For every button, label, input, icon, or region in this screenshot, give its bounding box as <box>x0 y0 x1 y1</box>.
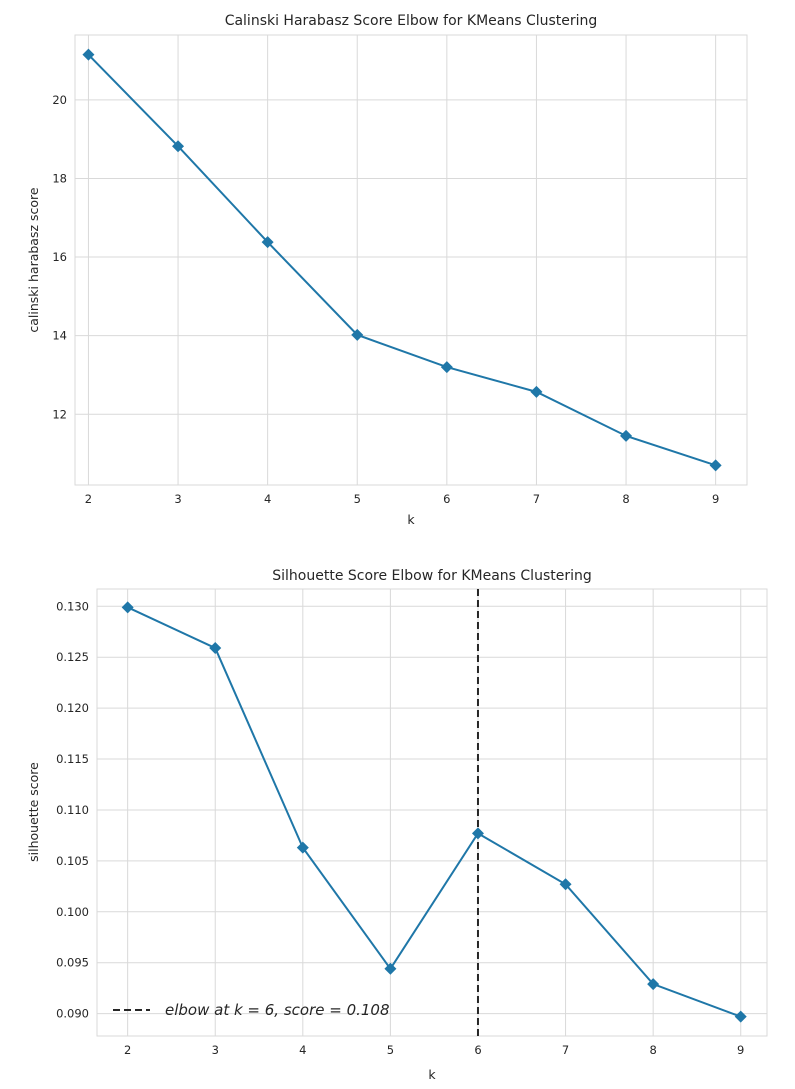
y-axis-label: silhouette score <box>26 762 41 862</box>
x-axis-label: k <box>428 1067 436 1082</box>
y-tick-label: 0.100 <box>56 905 89 919</box>
data-point <box>440 361 453 374</box>
data-point <box>296 841 309 854</box>
y-tick-label: 0.110 <box>56 803 89 817</box>
y-tick-label: 12 <box>52 407 67 421</box>
y-tick-label: 18 <box>52 171 67 185</box>
data-point <box>530 385 543 398</box>
data-point <box>209 642 222 655</box>
y-tick-label: 0.115 <box>56 752 89 766</box>
y-tick-label: 0.125 <box>56 650 89 664</box>
y-tick-label: 14 <box>52 329 67 343</box>
x-tick-label: 2 <box>85 492 92 506</box>
y-tick-label: 16 <box>52 250 67 264</box>
x-tick-label: 4 <box>299 1043 306 1057</box>
y-axis-label: calinski harabasz score <box>26 187 41 333</box>
x-tick-label: 8 <box>622 492 629 506</box>
x-tick-label: 6 <box>443 492 450 506</box>
gridlines <box>75 35 747 485</box>
y-tick-label: 20 <box>52 93 67 107</box>
x-tick-label: 9 <box>737 1043 744 1057</box>
data-point <box>172 140 185 153</box>
plot-area <box>74 34 748 486</box>
data-point <box>121 601 134 614</box>
silhouette-chart: 2 3 4 5 6 7 8 9 0.090 0.095 0.100 0.105 0.110 0.115 0.… <box>26 568 768 1082</box>
tick-labels: 2 3 4 5 6 7 8 9 12 14 16 18 20 <box>52 93 719 506</box>
score-line <box>127 606 742 1018</box>
x-tick-label: 2 <box>124 1043 131 1057</box>
x-tick-label: 3 <box>174 492 181 506</box>
x-tick-label: 8 <box>649 1043 656 1057</box>
data-points <box>121 601 747 1023</box>
score-line <box>87 53 716 467</box>
x-tick-label: 5 <box>354 492 361 506</box>
x-tick-label: 9 <box>712 492 719 506</box>
data-point <box>647 978 660 991</box>
data-point <box>620 429 633 442</box>
tick-labels: 2 3 4 5 6 7 8 9 0.090 0.095 0.100 0.105 0.110 0.115 0.… <box>56 599 744 1057</box>
data-point <box>734 1010 747 1023</box>
x-axis-label: k <box>407 512 415 527</box>
y-tick-label: 0.105 <box>56 854 89 868</box>
legend-label: elbow at k = 6, score = 0.108 <box>165 1001 390 1019</box>
x-tick-label: 6 <box>474 1043 481 1057</box>
chart-title: Silhouette Score Elbow for KMeans Cluste… <box>272 568 592 584</box>
plot-area <box>96 588 768 1037</box>
data-points <box>82 48 722 472</box>
data-point <box>261 236 274 249</box>
y-tick-label: 0.095 <box>56 956 89 970</box>
y-tick-label: 0.120 <box>56 701 89 715</box>
y-tick-label: 0.090 <box>56 1007 89 1021</box>
legend: elbow at k = 6, score = 0.108 <box>113 1001 390 1019</box>
x-tick-label: 3 <box>212 1043 219 1057</box>
data-point <box>559 878 572 891</box>
x-tick-label: 7 <box>533 492 540 506</box>
y-tick-label: 0.130 <box>56 599 89 613</box>
x-tick-label: 4 <box>264 492 271 506</box>
chart-title: Calinski Harabasz Score Elbow for KMeans… <box>225 13 598 29</box>
data-point <box>384 962 397 975</box>
data-point <box>351 328 364 341</box>
x-tick-label: 5 <box>387 1043 394 1057</box>
calinski-chart: 2 3 4 5 6 7 8 9 12 14 16 18 20 Calinski Harabasz Sco… <box>26 13 748 527</box>
data-point <box>471 827 484 840</box>
data-point <box>82 48 95 61</box>
data-point <box>709 459 722 472</box>
x-tick-label: 7 <box>562 1043 569 1057</box>
